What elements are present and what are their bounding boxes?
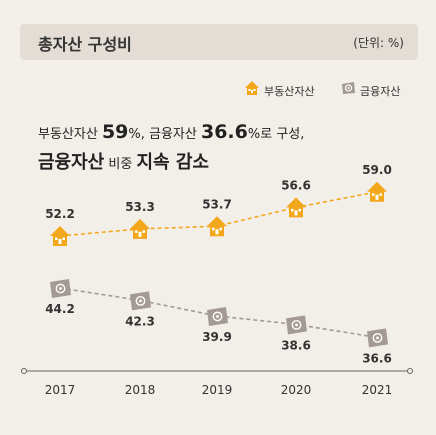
chart-title: 총자산 구성비 — [38, 35, 132, 54]
data-label-financial: 36.6 — [362, 351, 392, 365]
data-label-real-estate: 53.7 — [202, 197, 232, 211]
money-bill-icon — [207, 306, 228, 326]
headline-emphasis: 지속 감소 — [136, 152, 209, 173]
x-tick-label: 2020 — [281, 383, 312, 397]
headline-text: 비중 — [104, 157, 137, 172]
headline-text: 부동산자산 — [38, 127, 102, 142]
series-line-financial — [59, 287, 378, 339]
house-icon — [286, 197, 306, 218]
headline-value-real-estate: 59 — [101, 121, 129, 143]
data-label-financial: 44.2 — [45, 302, 75, 316]
house-icon — [245, 81, 259, 95]
headline-text: %로 구성, — [247, 127, 305, 142]
money-bill-icon — [130, 291, 151, 311]
x-tick-label: 2019 — [202, 383, 233, 397]
chart-headline: 부동산자산 59%, 금융자산 36.6%로 구성, 금융자산 비중 지속 감소 — [38, 118, 304, 179]
x-axis-end-dot — [407, 368, 413, 374]
money-bill-icon — [342, 82, 355, 94]
headline-line-1: 부동산자산 59%, 금융자산 36.6%로 구성, — [38, 118, 304, 149]
data-label-real-estate: 56.6 — [281, 178, 311, 192]
headline-value-financial: 36.6 — [200, 121, 248, 143]
legend-label-financial: 금융자산 — [360, 85, 401, 98]
data-label-financial: 39.9 — [202, 330, 232, 344]
headline-text: %, 금융자산 — [128, 127, 201, 142]
money-bill-icon — [286, 315, 307, 335]
x-axis-end-dot — [21, 368, 27, 374]
x-tick-label: 2018 — [125, 383, 156, 397]
house-icon — [207, 216, 227, 237]
chart-header: 총자산 구성비 (단위: %) — [20, 24, 418, 60]
data-label-real-estate: 52.2 — [45, 207, 75, 221]
x-tick-label: 2017 — [45, 383, 76, 397]
x-tick-label: 2021 — [362, 383, 393, 397]
legend-label-real-estate: 부동산자산 — [264, 85, 315, 98]
house-icon — [130, 218, 150, 239]
money-bill-icon — [367, 328, 388, 348]
data-label-financial: 42.3 — [125, 314, 155, 328]
unit-label: (단위: %) — [353, 36, 404, 50]
headline-line-2: 금융자산 비중 지속 감소 — [38, 149, 304, 179]
house-icon — [50, 226, 70, 246]
money-bill-icon — [50, 279, 71, 298]
headline-emphasis: 금융자산 — [38, 152, 105, 173]
data-label-real-estate: 59.0 — [362, 163, 392, 177]
data-label-real-estate: 53.3 — [125, 200, 155, 214]
data-label-financial: 38.6 — [281, 338, 311, 352]
house-icon — [367, 181, 387, 202]
